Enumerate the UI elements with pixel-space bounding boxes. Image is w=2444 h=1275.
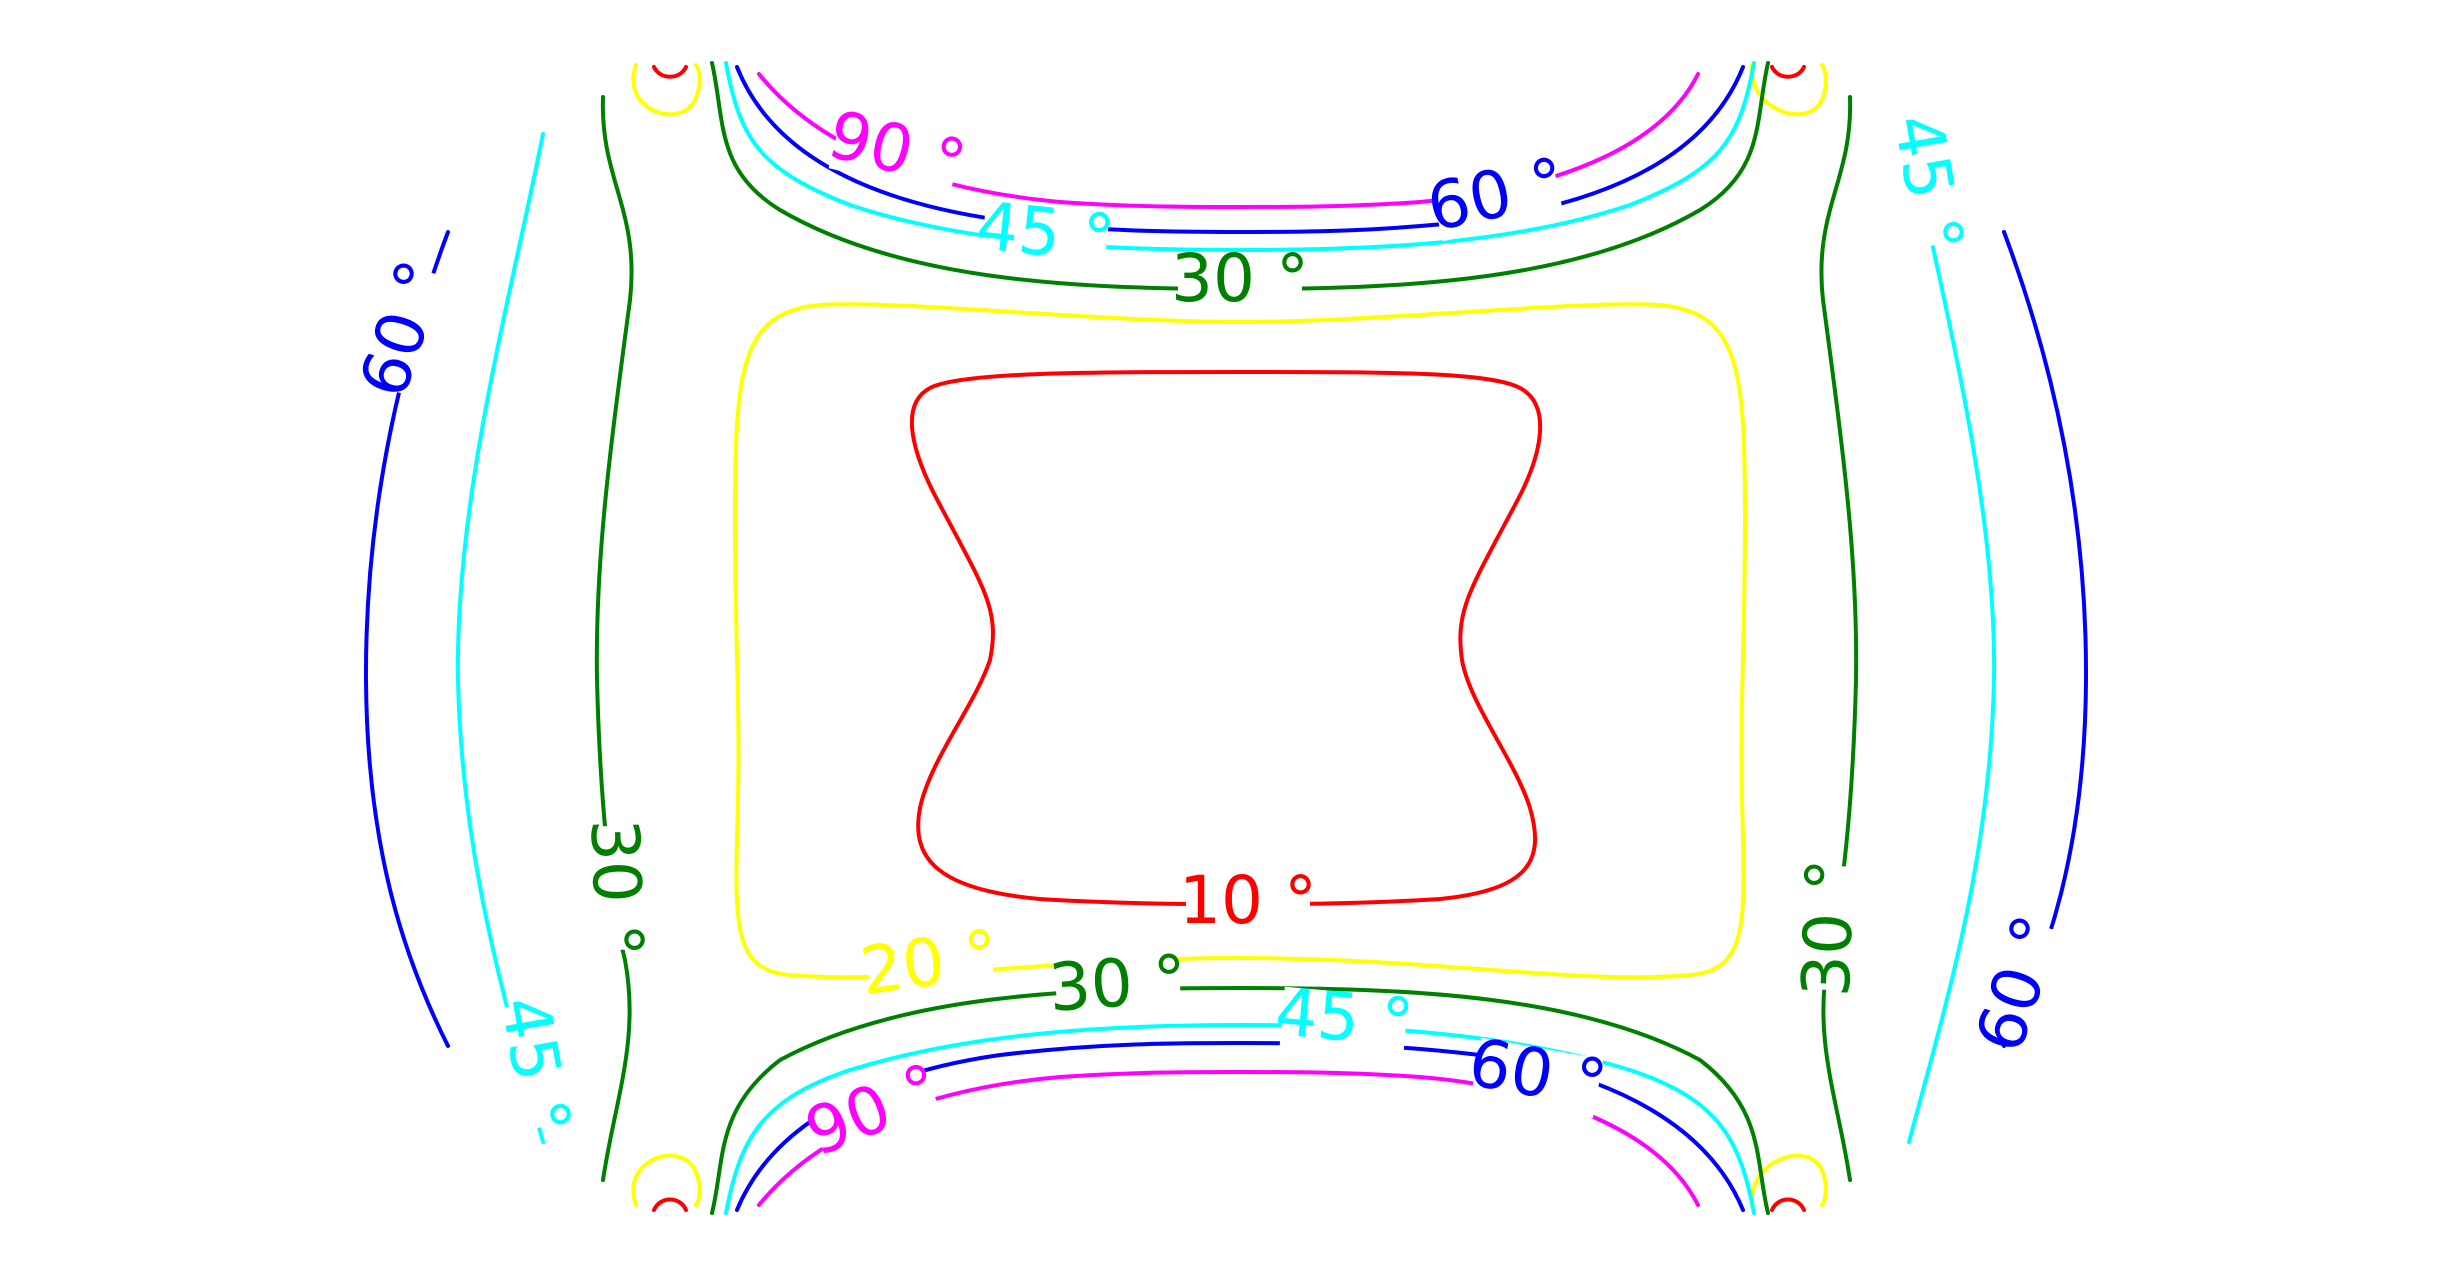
contour-line-20-2 <box>631 63 702 117</box>
contour-label-30: 30 ° <box>1171 240 1309 317</box>
contour-label-20: 20 ° <box>856 915 1003 1010</box>
contour-label-45: 45 ° <box>1878 109 1978 258</box>
contour-label-gap <box>1430 156 1564 242</box>
contour-label-gap <box>1186 875 1310 935</box>
contour-label-60: 60 ° <box>1421 143 1572 247</box>
contour-label-gap <box>806 1062 944 1166</box>
contour-label-gap <box>1975 916 2071 1054</box>
contour-line-45-4 <box>1907 132 1997 1144</box>
contour-label-45: 45 ° <box>485 991 585 1140</box>
contour-line-20-3 <box>1749 63 1828 117</box>
contour-label-30: 30 ° <box>1788 858 1870 999</box>
contour-line-10-5 <box>1770 1197 1806 1212</box>
contour-label-gap <box>1883 117 1965 251</box>
contour-label-45: 45 ° <box>973 187 1118 278</box>
contour-label-gap <box>1279 986 1409 1058</box>
contour-label-30: 30 ° <box>1046 940 1189 1026</box>
contour-label-30: 30 ° <box>576 818 658 959</box>
contour-line-45-2 <box>724 1023 1756 1215</box>
contour-label-gap <box>1800 864 1866 992</box>
contour-label-90: 90 ° <box>795 1048 952 1171</box>
contour-label-gap <box>1054 953 1182 1023</box>
contour-line-30-3 <box>594 95 634 1182</box>
contour-line-20-4 <box>631 1153 702 1207</box>
contour-line-30-2 <box>710 986 1770 1215</box>
contour-label-gap <box>1178 253 1302 313</box>
contour-label-gap <box>490 999 572 1133</box>
contour-line-20-1 <box>733 302 1747 980</box>
contour-label-gap <box>1470 1037 1604 1119</box>
contour-label-60: 60 ° <box>1463 1024 1612 1124</box>
contour-line-45-3 <box>455 132 545 1144</box>
contour-line-60-1 <box>735 65 1745 234</box>
contour-label-10: 10 ° <box>1179 862 1317 939</box>
contour-label-gap <box>864 928 996 1006</box>
contour-label-60: 60 ° <box>1961 906 2077 1061</box>
contour-line-10-1 <box>909 370 1542 907</box>
contour-line-10-3 <box>1770 65 1806 79</box>
contour-label-60: 60 ° <box>345 251 461 406</box>
contour-label-gap <box>980 200 1110 274</box>
contour-line-10-4 <box>652 1197 688 1212</box>
contour-line-10-2 <box>652 65 688 79</box>
contour-label-gap <box>579 824 645 952</box>
contour-line-20-5 <box>1749 1153 1828 1207</box>
contour-label-gap <box>359 261 455 399</box>
contour-line-45-1 <box>724 61 1756 252</box>
contour-line-30-4 <box>1819 95 1859 1182</box>
contour-label-gap <box>828 109 964 199</box>
contour-label-90: 90 ° <box>821 96 973 204</box>
contour-label-45: 45 ° <box>1272 973 1416 1062</box>
